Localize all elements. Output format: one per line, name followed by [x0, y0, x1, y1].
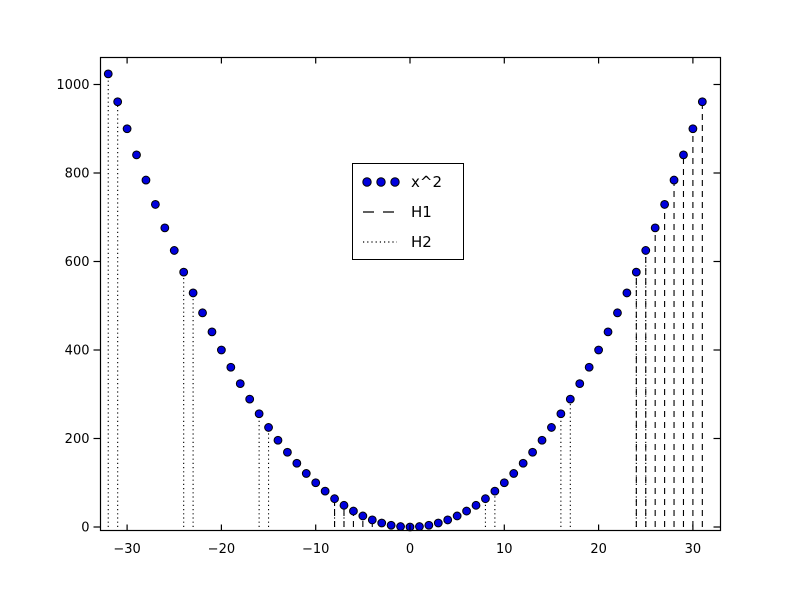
scatter-point — [594, 345, 603, 355]
scatter-point — [518, 458, 528, 468]
scatter-point — [150, 200, 160, 209]
y-tick-label: 400 — [65, 344, 90, 359]
x-tick-label: −30 — [113, 542, 140, 557]
scatter-point — [697, 97, 707, 107]
scatter-point — [179, 267, 189, 277]
y-tick-label: 800 — [65, 167, 90, 182]
scatter-point — [264, 423, 273, 432]
legend-label-h2: H2 — [411, 232, 432, 251]
scatter-point — [198, 308, 207, 318]
scatter-point — [113, 97, 123, 107]
legend-marker-h2-dotted-icon — [363, 241, 397, 243]
legend-label-h1: H1 — [411, 202, 432, 221]
scatter-point — [481, 494, 490, 504]
scatter-point — [358, 511, 368, 521]
x-tick-label: 30 — [685, 542, 702, 557]
scatter-point — [499, 478, 509, 488]
scatter-point — [273, 435, 283, 445]
scatter-point — [311, 478, 321, 488]
legend-entry-x2: x^2 — [353, 167, 463, 197]
legend-entry-h2: H2 — [353, 227, 463, 257]
scatter-point — [452, 511, 462, 521]
scatter-point — [160, 223, 170, 233]
scatter-point — [207, 327, 217, 337]
scatter-point — [283, 447, 292, 457]
scatter-point — [622, 288, 632, 298]
scatter-point — [349, 506, 358, 516]
scatter-point — [688, 124, 698, 134]
y-tick-label: 0 — [81, 521, 89, 536]
scatter-point — [245, 394, 255, 404]
scatter-point — [603, 327, 613, 337]
y-tick-label: 600 — [65, 255, 90, 270]
scatter-point — [537, 435, 547, 445]
scatter-point — [217, 345, 226, 355]
x-tick-label: 20 — [590, 542, 607, 557]
scatter-point — [584, 362, 594, 372]
x-tick-label: 0 — [406, 542, 414, 557]
scatter-point — [169, 246, 179, 255]
x-tick-label: −10 — [302, 542, 329, 557]
scatter-point — [415, 522, 424, 531]
scatter-point — [471, 500, 481, 510]
scatter-point — [679, 150, 688, 160]
scatter-point — [339, 500, 349, 510]
scatter-point — [330, 494, 339, 504]
scatter-point — [669, 175, 679, 185]
scatter-point — [377, 518, 387, 528]
scatter-point — [132, 150, 141, 160]
scatter-point — [386, 520, 396, 530]
y-tick-label: 200 — [65, 432, 90, 447]
scatter-point — [490, 486, 500, 496]
scatter-point — [188, 288, 198, 298]
scatter-point — [641, 246, 651, 255]
scatter-point — [547, 423, 556, 432]
scatter-point — [631, 267, 641, 277]
scatter-point — [528, 447, 537, 457]
scatter-point — [292, 458, 302, 468]
scatter-point — [650, 223, 660, 233]
legend-marker-h1-dashed-icon — [363, 211, 397, 213]
scatter-point — [424, 520, 434, 530]
scatter-point — [462, 506, 471, 516]
scatter-point — [103, 69, 113, 79]
scatter-point — [396, 522, 405, 531]
legend: x^2 H1 H2 — [352, 163, 464, 260]
scatter-point — [660, 200, 670, 209]
legend-marker-x2-dots-icon — [362, 177, 400, 187]
scatter-point — [226, 362, 236, 372]
scatter-point — [301, 469, 311, 478]
scatter-point — [367, 515, 377, 525]
scatter-point — [565, 394, 575, 404]
scatter-point — [613, 308, 622, 318]
x-tick-label: 10 — [496, 542, 513, 557]
scatter-point — [575, 379, 585, 389]
scatter-point — [254, 409, 264, 419]
scatter-point — [320, 486, 330, 496]
x-tick-label: −20 — [208, 542, 235, 557]
legend-entry-h1: H1 — [353, 197, 463, 227]
scatter-point — [556, 409, 566, 419]
legend-label-x2: x^2 — [411, 172, 442, 191]
y-tick-label: 1000 — [56, 78, 89, 93]
scatter-point — [235, 379, 245, 389]
scatter-point — [509, 469, 519, 478]
scatter-point — [433, 518, 443, 528]
scatter-point — [122, 124, 132, 134]
scatter-point — [443, 515, 453, 525]
scatter-point — [141, 175, 151, 185]
